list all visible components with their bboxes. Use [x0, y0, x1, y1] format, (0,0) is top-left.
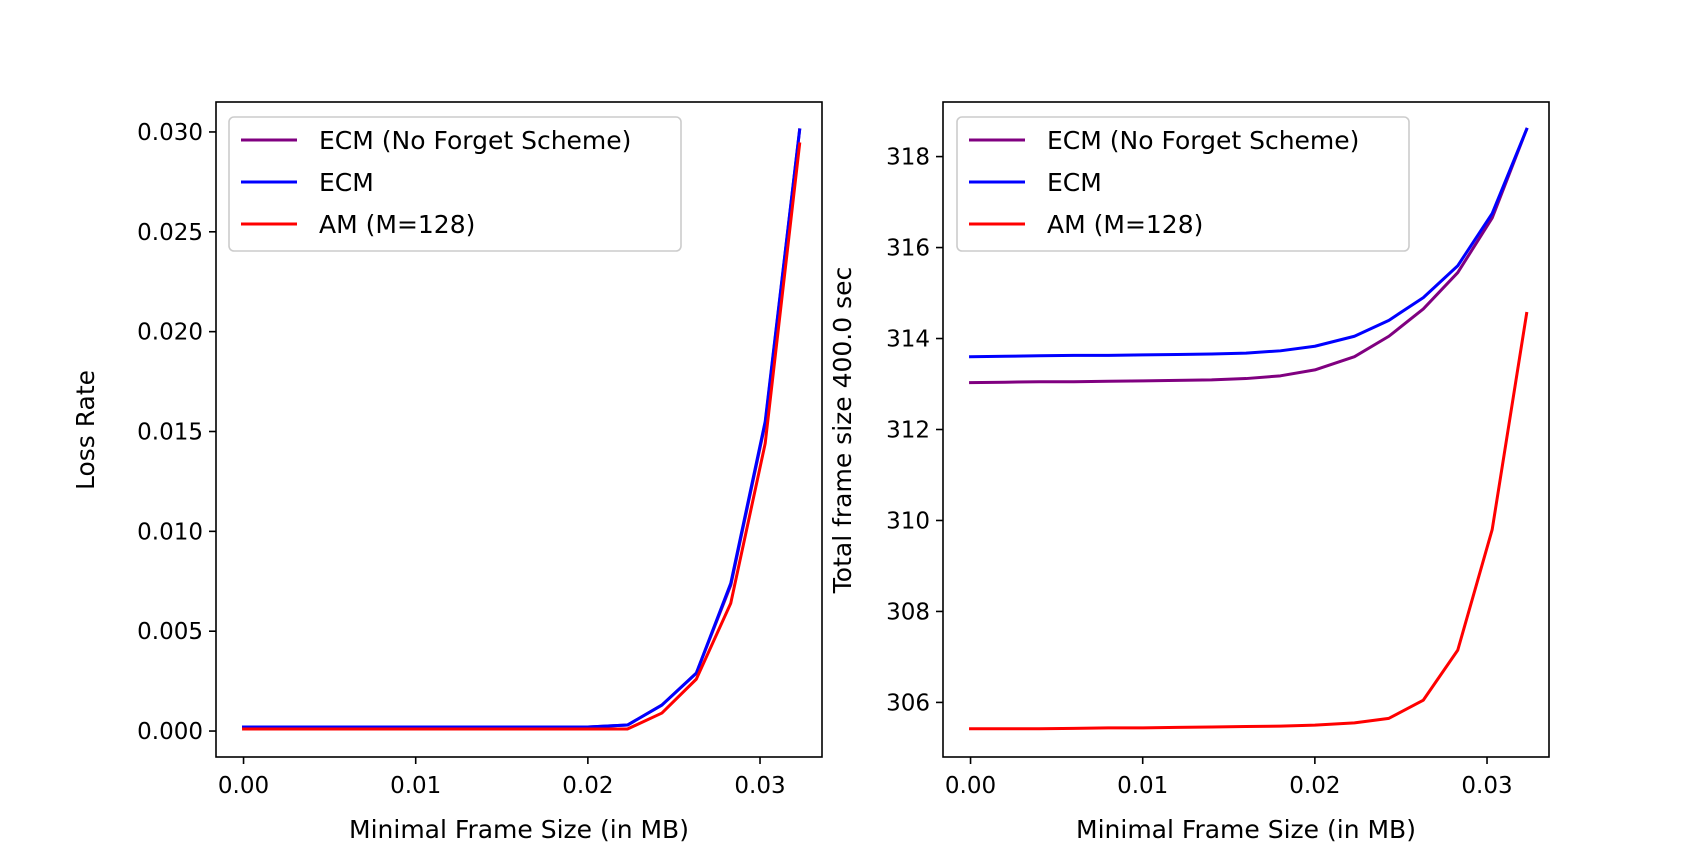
chart-loss-rate: 0.00 0.01 0.02 0.03 0.000 0.005 0.010 0.015 0.02…	[71, 101, 823, 842]
loss-rate-ticks: 0.00 0.01 0.02 0.03 0.000 0.005 0.010 0.015 0.02…	[137, 120, 785, 799]
total-frame-size-x-tick-label: 0.03	[1461, 773, 1512, 799]
loss-rate-y-tick-label: 0.000	[137, 719, 203, 745]
total-frame-size-x-tick-label: 0.00	[945, 773, 996, 799]
loss-rate-y-tick-label: 0.015	[137, 419, 203, 445]
legend-label-ecm-no-forget: ECM (No Forget Scheme)	[1047, 126, 1359, 155]
total-frame-size-x-axis-label: Minimal Frame Size (in MB)	[1076, 815, 1416, 842]
total-frame-size-series-layer	[969, 127, 1529, 731]
loss-rate-x-tick-label: 0.00	[218, 773, 269, 799]
total-frame-size-legend: ECM (No Forget Scheme) ECM AM (M=128)	[956, 116, 1410, 252]
loss-rate-y-tick-label: 0.010	[137, 519, 203, 545]
legend-box	[956, 116, 1410, 252]
total-frame-size-y-tick-label: 312	[886, 418, 930, 444]
loss-rate-y-tick-label: 0.020	[137, 320, 203, 346]
total-frame-size-y-tick-label: 310	[886, 508, 930, 534]
loss-rate-legend: ECM (No Forget Scheme) ECM AM (M=128)	[228, 116, 682, 252]
loss-rate-y-tick-label: 0.030	[137, 120, 203, 146]
legend-label-ecm: ECM	[1047, 168, 1102, 197]
total-frame-size-y-tick-label: 308	[886, 599, 930, 625]
loss-rate-series-am-m-128	[242, 142, 802, 731]
total-frame-size-y-tick-label: 318	[886, 145, 930, 171]
total-frame-size-x-tick-label: 0.02	[1289, 773, 1340, 799]
legend-label-ecm: ECM	[319, 168, 374, 197]
loss-rate-x-tick-label: 0.03	[734, 773, 785, 799]
total-frame-size-y-tick-label: 316	[886, 236, 930, 262]
total-frame-size-series-ecm	[969, 127, 1529, 359]
loss-rate-plot-frame	[215, 101, 823, 758]
loss-rate-series-layer	[242, 128, 802, 731]
total-frame-size-y-tick-label: 306	[886, 690, 930, 716]
legend-box	[228, 116, 682, 252]
loss-rate-x-tick-label: 0.02	[562, 773, 613, 799]
total-frame-size-series-ecm-no-forget-scheme	[969, 127, 1529, 385]
chart-total-frame-size: 0.00 0.01 0.02 0.03 306 308 310 312 314 316 318 Mi…	[828, 101, 1550, 842]
loss-rate-x-axis-label: Minimal Frame Size (in MB)	[349, 815, 689, 842]
total-frame-size-series-am-m-128	[969, 311, 1529, 731]
loss-rate-y-axis-label: Loss Rate	[71, 370, 100, 490]
loss-rate-y-tick-label: 0.005	[137, 619, 203, 645]
loss-rate-x-tick-label: 0.01	[390, 773, 441, 799]
legend-label-am: AM (M=128)	[319, 210, 475, 239]
total-frame-size-ticks: 0.00 0.01 0.02 0.03 306 308 310 312 314 316 318	[886, 145, 1513, 799]
total-frame-size-y-axis-label: Total frame size 400.0 sec	[828, 267, 857, 595]
loss-rate-series-ecm	[242, 128, 802, 729]
total-frame-size-x-tick-label: 0.01	[1117, 773, 1168, 799]
loss-rate-y-tick-label: 0.025	[137, 220, 203, 246]
legend-label-am: AM (M=128)	[1047, 210, 1203, 239]
legend-label-ecm-no-forget: ECM (No Forget Scheme)	[319, 126, 631, 155]
total-frame-size-y-tick-label: 314	[886, 327, 930, 353]
